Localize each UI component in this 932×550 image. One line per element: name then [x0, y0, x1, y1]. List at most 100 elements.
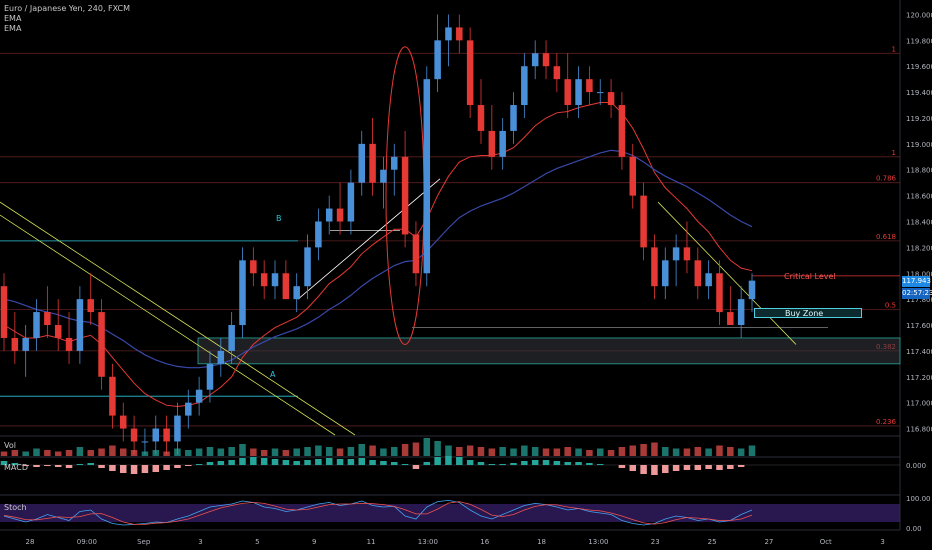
volume-bar: [185, 450, 192, 456]
candle-body: [239, 260, 246, 326]
macd-bar: [347, 459, 355, 465]
macd-bar: [271, 459, 279, 465]
x-tick-label: 13:00: [588, 538, 608, 546]
candle-body: [423, 79, 431, 274]
stoch-k-line: [3, 499, 753, 526]
volume-bar: [228, 447, 235, 456]
volume-bar: [466, 445, 474, 456]
x-tick-label: 27: [764, 538, 773, 546]
volume-bar: [109, 445, 116, 456]
volume-bar: [11, 450, 19, 456]
point-b-label: B: [276, 214, 282, 223]
stoch-d-line: [3, 501, 753, 525]
volume-bar: [22, 451, 29, 456]
ema-label-1: EMA: [4, 14, 22, 23]
downtrend-line-3: [657, 201, 797, 345]
macd-bar: [456, 457, 463, 465]
macd-bar: [206, 462, 214, 465]
candle-body: [271, 273, 279, 287]
buy-zone-label: Buy Zone: [754, 308, 862, 318]
y-tick-label: 117.600: [906, 322, 932, 330]
fib-label: 1: [892, 149, 896, 157]
candle-body: [347, 182, 355, 222]
y-tick-label: 118.200: [906, 244, 932, 252]
volume-bar: [423, 438, 431, 456]
candle-body: [260, 273, 268, 287]
support-zone-rect: [197, 337, 901, 365]
candle-body: [44, 312, 51, 326]
candle-body: [163, 428, 170, 442]
volume-bar: [65, 450, 73, 456]
legend: Euro / Japanese Yen, 240, FXCM EMA EMA: [4, 4, 130, 34]
macd-bar: [531, 460, 539, 465]
macd-bar: [380, 461, 387, 465]
macd-bar: [163, 465, 170, 470]
x-tick-label: 13:00: [418, 538, 438, 546]
x-tick-label: 16: [480, 538, 489, 546]
macd-bar: [651, 465, 658, 475]
candle-body: [434, 40, 441, 80]
x-tick-label: Oct: [820, 538, 832, 546]
volume-bar: [618, 447, 626, 456]
candle-body: [607, 92, 615, 106]
ema-slow-line: [3, 149, 753, 369]
volume-bar: [488, 448, 496, 456]
y-tick-label: 119.400: [906, 89, 932, 97]
volume-bar: [87, 450, 94, 456]
critical-level-label: Critical Level: [784, 272, 836, 281]
macd-bar: [260, 458, 268, 465]
volume-bar: [499, 447, 506, 456]
volume-bar: [716, 445, 723, 456]
stoch-panel-title: Stoch: [4, 503, 27, 512]
y-tick-label: 118.800: [906, 167, 932, 175]
candle-body: [477, 105, 485, 131]
volume-bar: [380, 448, 387, 456]
volume-bar: [304, 447, 311, 456]
macd-bar: [0, 461, 8, 465]
volume-bar: [347, 447, 355, 456]
trend-lines: [0, 46, 900, 436]
macd-bar: [401, 464, 409, 465]
volume-bar: [401, 444, 409, 456]
ema-fast-line: [3, 102, 753, 408]
grid: [0, 0, 901, 531]
y-tick-label: 117.200: [906, 374, 932, 382]
y-tick-label: 119.000: [906, 141, 932, 149]
candle-body: [618, 105, 626, 157]
fib-label: 1: [892, 45, 896, 53]
fib-label: 0.618: [876, 233, 896, 241]
current-price-tag: 117.943: [902, 276, 931, 287]
y-tick-label: 118.600: [906, 193, 932, 201]
ema-lines: [3, 102, 753, 408]
candle-body: [195, 389, 203, 403]
x-tick-label: 18: [537, 538, 546, 546]
y-tick-label: 117.800: [906, 296, 932, 304]
stoch-tick-label: 100.00: [906, 495, 931, 503]
candle-body: [119, 415, 127, 429]
volume-bar: [586, 450, 593, 456]
ema-label-2: EMA: [4, 24, 22, 33]
volume-bar: [607, 450, 615, 456]
axes: 120.000 119.800 119.600 119.400 119.200 119.0…: [26, 11, 932, 546]
volume-bar: [683, 448, 691, 456]
volume-bar: [206, 447, 214, 456]
candle-body: [737, 299, 745, 326]
volume-bar: [119, 448, 127, 456]
candle-body: [369, 143, 376, 183]
candle-body: [109, 376, 116, 416]
volume-bar: [434, 441, 441, 456]
candle-body: [33, 312, 40, 338]
volume-bar: [130, 450, 138, 456]
macd-bar: [466, 460, 474, 465]
x-tick-label: 09:00: [77, 538, 97, 546]
macd-bar: [44, 465, 51, 466]
macd-bar: [737, 465, 745, 467]
candle-body: [11, 337, 19, 351]
volume-bar: [195, 448, 203, 456]
y-tick-label: 118.000: [906, 270, 932, 278]
volume-bar: [0, 451, 8, 456]
macd-bar: [618, 465, 626, 468]
volume-bar: [662, 447, 669, 456]
x-tick-label: 3: [880, 538, 884, 546]
